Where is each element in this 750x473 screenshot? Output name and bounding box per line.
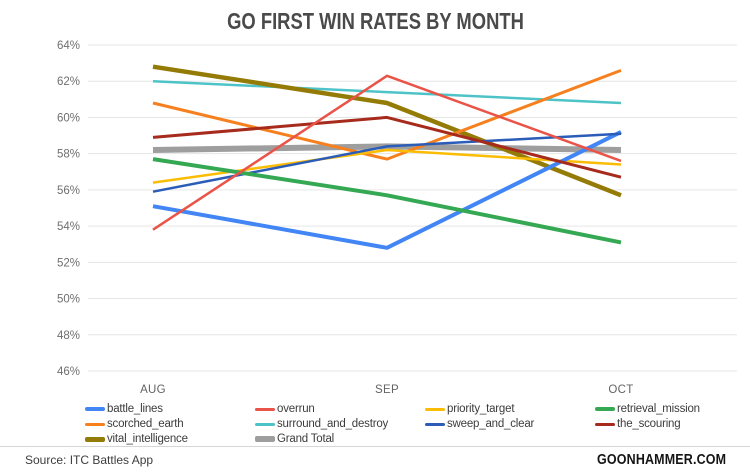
legend-item-Grand Total: Grand Total (255, 433, 334, 445)
legend-swatch-vital_intelligence (85, 436, 105, 442)
y-tick-label-50%: 50% (57, 294, 80, 306)
chart-line-the_scouring (152, 115, 622, 179)
legend-item-retrieval_mission: retrieval_mission (595, 403, 700, 415)
source-note: Source: ITC Battles App (25, 453, 154, 467)
chart-line-vital_intelligence (152, 64, 622, 198)
legend-label-sweep_and_clear: sweep_and_clear (447, 418, 535, 430)
footer: Source: ITC Battles App GOONHAMMER.COM (0, 446, 750, 473)
legend-label-surround_and_destroy: surround_and_destroy (277, 418, 389, 430)
y-tick-label-52%: 52% (57, 257, 80, 269)
y-tick-label-58%: 58% (57, 149, 80, 161)
legend-swatch-priority_target (425, 407, 445, 411)
legend-item-the_scouring: the_scouring (595, 418, 681, 430)
legend-label-scorched_earth: scorched_earth (107, 418, 184, 430)
y-tick-label-48%: 48% (57, 330, 80, 342)
legend-item-sweep_and_clear: sweep_and_clear (425, 418, 534, 430)
legend-swatch-scorched_earth (85, 422, 105, 426)
legend-item-scorched_earth: scorched_earth (85, 418, 184, 430)
legend-swatch-the_scouring (595, 422, 615, 426)
chart-line-sweep_and_clear (152, 132, 622, 193)
legend-swatch-surround_and_destroy (255, 422, 275, 426)
chart-line-surround_and_destroy (152, 79, 622, 105)
legend-item-overrun: overrun (255, 403, 315, 415)
chart-title: GO FIRST WIN RATES BY MONTH (226, 7, 524, 34)
legend-swatch-retrieval_mission (595, 407, 615, 411)
y-tick-label-64%: 64% (57, 40, 80, 52)
legend-label-vital_intelligence: vital_intelligence (107, 433, 188, 445)
y-tick-label-56%: 56% (57, 185, 80, 197)
x-tick-label-OCT: OCT (608, 384, 633, 396)
legend-swatch-overrun (255, 407, 275, 411)
y-tick-label-46%: 46% (57, 366, 80, 378)
chart-line-overrun (152, 74, 622, 231)
title-row: GO FIRST WIN RATES BY MONTH (0, 7, 750, 35)
chart-line-scorched_earth (152, 68, 622, 161)
x-tick-label-AUG: AUG (140, 384, 166, 396)
legend-swatch-sweep_and_clear (425, 422, 445, 426)
legend-label-retrieval_mission: retrieval_mission (617, 403, 700, 415)
goonhammer-brand: GOONHAMMER.COM (596, 452, 726, 468)
chart-line-battle_lines (152, 130, 622, 250)
legend-item-vital_intelligence: vital_intelligence (85, 433, 188, 445)
y-tick-label-54%: 54% (57, 221, 80, 233)
legend-swatch-Grand Total (255, 436, 275, 442)
legend-label-the_scouring: the_scouring (617, 418, 681, 430)
legend-label-priority_target: priority_target (447, 403, 515, 415)
legend-label-battle_lines: battle_lines (107, 403, 163, 415)
x-tick-label-SEP: SEP (375, 384, 399, 396)
plot-area: 64% 62% 60% 58% 56% 54% 52% 50% 48% 46% AUG SEP OCT (57, 40, 737, 396)
legend-item-battle_lines: battle_lines (85, 403, 163, 415)
legend-label-Grand Total: Grand Total (277, 433, 335, 445)
legend-item-priority_target: priority_target (425, 403, 515, 415)
legend-label-overrun: overrun (277, 403, 315, 415)
y-tick-label-62%: 62% (57, 76, 80, 88)
legend-item-surround_and_destroy: surround_and_destroy (255, 418, 388, 430)
legend-swatch-battle_lines (85, 407, 105, 411)
chart-line-retrieval_mission (152, 157, 622, 245)
y-tick-label-60%: 60% (57, 112, 80, 124)
